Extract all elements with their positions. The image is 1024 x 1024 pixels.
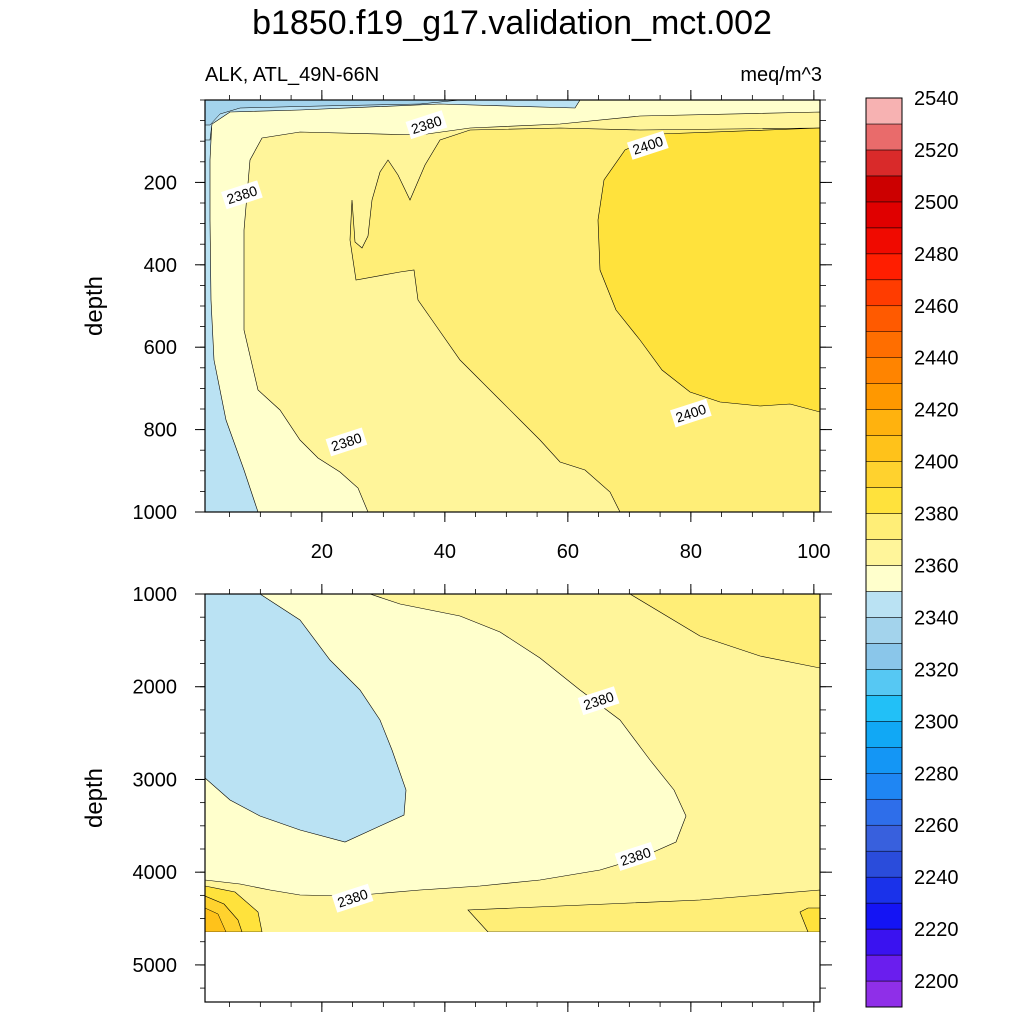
colorbar-swatch bbox=[865, 695, 903, 722]
upper-contour-label-bg bbox=[325, 427, 368, 457]
colorbar-swatch bbox=[865, 435, 903, 462]
upper-x-tick-label: 20 bbox=[311, 541, 333, 563]
upper-contour-label: 2400 bbox=[626, 130, 669, 160]
colorbar-swatch bbox=[865, 902, 903, 930]
colorbar-label: 2380 bbox=[914, 504, 959, 526]
colorbar-swatch bbox=[865, 773, 903, 800]
colorbar-swatch bbox=[865, 539, 903, 566]
colorbar-frame bbox=[865, 97, 903, 1008]
colorbar-swatch bbox=[865, 279, 903, 307]
colorbar-swatch bbox=[865, 591, 903, 618]
colorbar-label: 2400 bbox=[914, 452, 959, 474]
upper-y-tick-label: 400 bbox=[144, 255, 177, 277]
upper-contour-label-bg bbox=[626, 130, 669, 160]
colorbar-label: 2540 bbox=[914, 88, 959, 110]
colorbar-swatch bbox=[865, 227, 903, 255]
upper-contour-label: 2380 bbox=[221, 180, 263, 210]
colorbar-swatch bbox=[865, 357, 903, 384]
colorbar-label: 2220 bbox=[914, 919, 959, 941]
colorbar-label: 2460 bbox=[914, 296, 959, 318]
lower-y-tick-label: 1000 bbox=[133, 584, 178, 606]
colorbar-swatch bbox=[865, 980, 903, 1008]
upper-y-axis-title: depth bbox=[81, 276, 108, 336]
colorbar-label: 2300 bbox=[914, 711, 959, 733]
lower-y-tick-label: 3000 bbox=[133, 769, 178, 791]
colorbar-swatch bbox=[865, 928, 903, 956]
colorbar-swatch bbox=[865, 253, 903, 281]
colorbar-label: 2500 bbox=[914, 192, 959, 214]
lower-contour-label-bg bbox=[577, 686, 620, 716]
colorbar-label: 2280 bbox=[914, 763, 959, 785]
colorbar-label: 2420 bbox=[914, 400, 959, 422]
colorbar-swatch bbox=[865, 617, 903, 644]
colorbar-swatch bbox=[865, 149, 903, 177]
upper-y-tick-label: 1000 bbox=[133, 502, 178, 524]
upper-y-tick-label: 200 bbox=[144, 172, 177, 194]
colorbar-swatch bbox=[865, 409, 903, 436]
colorbar-swatch bbox=[865, 383, 903, 410]
lower-y-tick-label: 4000 bbox=[133, 862, 178, 884]
upper-x-tick-label: 60 bbox=[557, 541, 579, 563]
colorbar-swatch bbox=[865, 175, 903, 203]
colorbar-swatch bbox=[865, 305, 903, 332]
lower-y-axis-title: depth bbox=[81, 768, 108, 828]
upper-contour-fill bbox=[205, 100, 820, 512]
colorbar-swatch bbox=[865, 513, 903, 540]
colorbar-swatch bbox=[865, 487, 903, 514]
lower-axes: 1000 2000 3000 4000 5000 bbox=[133, 584, 832, 1012]
upper-y-tick-label: 800 bbox=[144, 420, 177, 442]
upper-axes: 20 40 60 80 100 200 400 600 800 1000 bbox=[133, 90, 832, 563]
chart-title: b1850.f19_g17.validation_mct.002 bbox=[252, 4, 772, 42]
colorbar-swatch bbox=[865, 201, 903, 229]
upper-contour-label-bg bbox=[221, 180, 263, 210]
lower-y-tick-label: 5000 bbox=[133, 955, 178, 977]
lower-y-tick-label: 2000 bbox=[133, 677, 178, 699]
units-subtitle: meq/m^3 bbox=[740, 64, 822, 86]
upper-y-tick-label: 600 bbox=[144, 337, 177, 359]
colorbar-swatch bbox=[865, 876, 903, 904]
colorbar-swatch bbox=[865, 721, 903, 748]
colorbar-label: 2200 bbox=[914, 971, 959, 993]
colorbar-swatch bbox=[865, 331, 903, 358]
colorbar-label: 2240 bbox=[914, 867, 959, 889]
colorbar-label: 2360 bbox=[914, 555, 959, 577]
upper-contour-label-bg bbox=[669, 398, 712, 428]
colorbar-swatch bbox=[865, 97, 903, 125]
colorbar-label: 2260 bbox=[914, 815, 959, 837]
colorbar-swatch bbox=[865, 954, 903, 982]
colorbar-label: 2340 bbox=[914, 607, 959, 629]
upper-x-tick-label: 80 bbox=[680, 541, 702, 563]
colorbar-swatch bbox=[865, 461, 903, 488]
colorbar-label: 2440 bbox=[914, 348, 959, 370]
colorbar-swatch bbox=[865, 850, 903, 878]
colorbar-swatch bbox=[865, 798, 903, 826]
colorbar: 2200 2220 2240 2260 2280 2300 2320 2340 2360 2380… bbox=[865, 88, 959, 1008]
lower-contour-label-bg bbox=[614, 841, 657, 871]
upper-x-tick-label: 100 bbox=[797, 541, 830, 563]
upper-contour-label-bg bbox=[405, 110, 448, 140]
lower-contour-label-bg bbox=[331, 883, 374, 913]
colorbar-swatch bbox=[865, 747, 903, 774]
colorbar-swatch bbox=[865, 565, 903, 592]
colorbar-label: 2520 bbox=[914, 140, 959, 162]
upper-x-tick-label: 40 bbox=[434, 541, 456, 563]
colorbar-swatch bbox=[865, 123, 903, 151]
colorbar-label: 2480 bbox=[914, 244, 959, 266]
colorbar-swatch bbox=[865, 669, 903, 696]
colorbar-swatch bbox=[865, 824, 903, 852]
variable-subtitle: ALK, ATL_49N-66N bbox=[205, 64, 380, 86]
colorbar-label: 2320 bbox=[914, 659, 959, 681]
colorbar-swatch bbox=[865, 643, 903, 670]
lower-contour-fill bbox=[205, 594, 820, 932]
